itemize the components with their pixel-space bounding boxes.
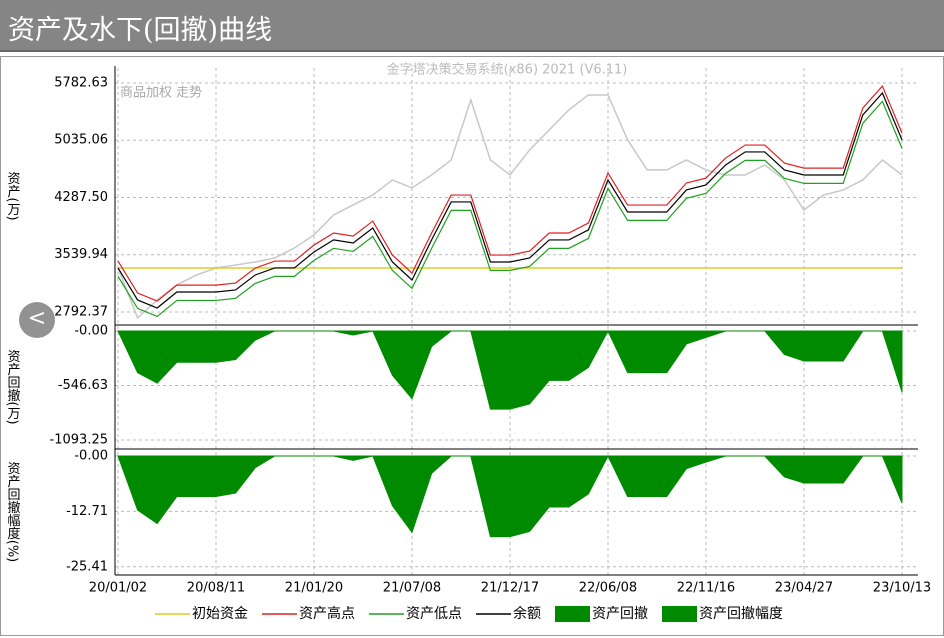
y-tick-label: -546.63 [58,378,108,393]
x-tick-label: 21/07/08 [383,581,441,596]
y-tick-label: -12.71 [66,504,108,519]
legend-label: 资产低点 [406,606,462,622]
y-axis-label: 资产回撤幅度(%) [5,462,21,563]
y-tick-label: 4287.50 [54,190,108,205]
drawdown-area [117,454,903,538]
x-tick-label: 21/01/20 [285,581,343,596]
legend-swatch [662,606,697,622]
drawdown-area [117,329,903,410]
x-tick-label: 23/10/13 [873,581,931,596]
window-title: 资产及水下(回撤)曲线 [8,15,273,46]
watermark: 金字塔决策交易系统(x86) 2021 (V6.11) [387,62,628,78]
x-tick-label: 20/01/02 [89,581,147,596]
legend-swatch [555,606,590,622]
y-tick-label: -25.41 [66,559,108,574]
y-tick-label: 5035.06 [54,133,108,148]
window-header: 资产及水下(回撤)曲线 [0,0,944,52]
series-line [117,100,903,318]
x-tick-label: 21/12/17 [481,581,539,596]
legend-label: 资产回撤 [592,606,648,622]
y-tick-label: -0.00 [74,323,108,338]
legend-label: 余额 [513,605,541,622]
legend-label: 资产高点 [299,605,355,622]
benchmark-label: 商品加权 走势 [120,85,202,101]
y-tick-label: 2792.37 [54,304,108,319]
series-line [117,91,903,309]
y-axis-label: 资产(万) [5,171,21,220]
x-tick-label: 22/06/08 [579,581,637,596]
x-tick-label: 23/04/27 [775,581,833,596]
x-tick-label: 22/11/16 [677,581,735,596]
back-button[interactable]: < [19,302,55,338]
y-tick-label: -1093.25 [50,432,108,447]
y-axis-label: 资产回撤(万) [5,349,21,424]
y-tick-label: 3539.94 [54,247,108,262]
legend-label: 初始资金 [192,605,248,622]
y-tick-label: 5782.63 [54,75,108,90]
x-tick-label: 20/08/11 [187,581,245,596]
benchmark-line [117,94,903,320]
series-line [117,84,903,302]
legend-label: 资产回撤幅度 [699,606,783,622]
y-tick-label: -0.00 [74,448,108,463]
